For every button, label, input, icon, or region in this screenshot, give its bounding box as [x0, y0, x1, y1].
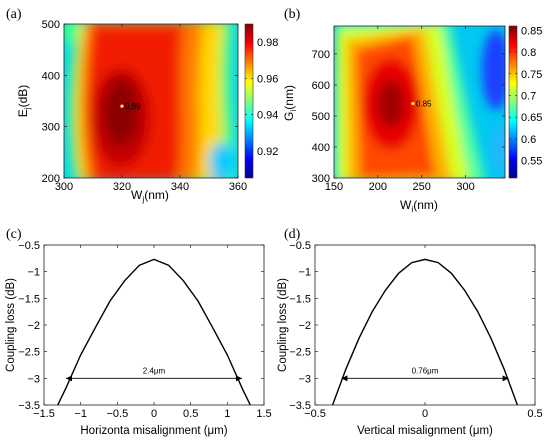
- width-annotation-c: [66, 375, 242, 382]
- colorbar-tick-label-a: 0.96: [257, 73, 278, 85]
- x-tick-label-c: 0: [151, 408, 157, 420]
- axes-b: 150 200 250 300 300 400 500 600 700: [312, 26, 505, 193]
- y-tick-label-a: 500: [42, 19, 60, 31]
- x-axis-label-a: Wj(nm): [131, 188, 169, 204]
- y-tick-label-c: −3.5: [18, 400, 40, 412]
- colorbar-tick-label-a: 0.98: [257, 37, 278, 49]
- peak-label-a: 0.99: [125, 102, 141, 111]
- colorbar-tick-label-b: 0.7: [521, 90, 536, 102]
- panel-a-label: (a): [6, 7, 22, 22]
- y-tick-label-c: −2: [27, 320, 40, 332]
- peak-dot-b: [411, 101, 415, 106]
- x-tick-label-b: 200: [369, 181, 387, 193]
- y-tick-label-c: −1: [27, 267, 40, 279]
- y-axis-label-d: Coupling loss (dB): [277, 278, 289, 372]
- x-tick-label-b: 300: [456, 181, 474, 193]
- y-tick-label-d: −2: [298, 320, 311, 332]
- y-axis-label-c: Coupling loss (dB): [5, 278, 17, 372]
- panel-c-label: (c): [6, 227, 22, 242]
- x-tick-label-b: 250: [413, 181, 431, 193]
- x-tick-label-c: 1.5: [256, 408, 271, 420]
- y-tick-label-b: 400: [312, 142, 330, 154]
- x-tick-label-a: 340: [171, 181, 189, 193]
- plot-frame-c: [43, 244, 265, 406]
- y-tick-label-a: 300: [42, 122, 60, 134]
- y-axis-label-a: Ej(dB): [16, 85, 32, 118]
- x-axis-label-c: Horizonta misalignment (μm): [80, 425, 227, 437]
- colorbar-tick-label-b: 0.65: [521, 112, 542, 124]
- heatmap-b: [334, 26, 505, 178]
- y-tick-label-a: 400: [42, 70, 60, 82]
- y-tick-label-c: −3: [27, 373, 40, 385]
- plot-frame-b: [333, 25, 506, 179]
- arrowhead-left-d: [341, 375, 348, 382]
- y-tick-label-d: −3: [298, 373, 311, 385]
- width-label-d: 0.76μm: [412, 366, 439, 375]
- panel-d: (d) −0.5 0 0.5 −0.5 −1 −1.5 −2 −2.5 −3 −3.5 0.76μ…: [277, 227, 543, 437]
- colorbar-ticks-b: 0.85 0.8 0.75 0.7 0.65 0.6 0.55: [509, 25, 542, 168]
- y-tick-label-b: 700: [312, 49, 330, 61]
- peak-dot-a: [120, 104, 124, 108]
- y-tick-label-d: −0.5: [289, 240, 311, 252]
- loss-curve-d: [331, 258, 519, 405]
- y-tick-label-d: −1: [298, 267, 311, 279]
- panel-d-label: (d): [284, 227, 301, 242]
- panel-b: (b) 150 200 250 300 300 400 500 600 700 0.85 Wi(…: [282, 7, 542, 214]
- colorbar-tick-label-a: 0.92: [257, 146, 278, 158]
- width-label-c: 2.4μm: [143, 366, 166, 375]
- colorbar-tick-label-b: 0.6: [521, 134, 536, 146]
- colorbar-tick-label-a: 0.94: [257, 110, 278, 122]
- y-tick-label-d: −3.5: [289, 400, 311, 412]
- x-tick-label-c: 1: [224, 408, 230, 420]
- plot-frame-a: [63, 23, 239, 179]
- x-tick-label-d: 0.5: [527, 408, 542, 420]
- x-tick-label-c: −1.5: [33, 408, 55, 420]
- x-tick-label-a: 320: [113, 181, 131, 193]
- loss-curve-c: [56, 258, 252, 405]
- x-tick-label-c: 0.5: [183, 408, 198, 420]
- heatmap-a: [64, 24, 238, 178]
- panel-c: (c) −1.5 −1 −0.5 0 0.5 1 1.5 −0.5 −1 −1.5 −2 −2.5 −3…: [5, 227, 272, 437]
- colorbar-tick-label-b: 0.75: [521, 69, 542, 81]
- x-tick-label-d: −0.5: [304, 408, 326, 420]
- y-tick-label-b: 600: [312, 80, 330, 92]
- axes-c: −1.5 −1 −0.5 0 0.5 1 1.5 −0.5 −1 −1.5 −2 −2.5 −3 −3.5: [18, 240, 271, 420]
- axes-d: −0.5 0 0.5 −0.5 −1 −1.5 −2 −2.5 −3 −3.5: [289, 240, 542, 420]
- peak-marker-b: 0.85: [411, 100, 432, 109]
- x-tick-label-d: 0: [422, 408, 428, 420]
- arrowhead-left-c: [66, 375, 72, 382]
- y-tick-label-a: 200: [42, 173, 60, 185]
- y-tick-label-c: −1.5: [18, 293, 40, 305]
- y-tick-label-c: −0.5: [18, 240, 40, 252]
- colorbar-tick-label-b: 0.85: [521, 25, 542, 37]
- y-tick-label-b: 500: [312, 111, 330, 123]
- peak-label-b: 0.85: [416, 100, 432, 109]
- y-tick-label-d: −1.5: [289, 293, 311, 305]
- width-annotation-d: [341, 375, 509, 382]
- x-tick-label-a: 300: [55, 181, 73, 193]
- y-tick-label-c: −2.5: [18, 347, 40, 359]
- panel-b-label: (b): [284, 7, 301, 22]
- colorbar-tick-label-b: 0.55: [521, 156, 542, 168]
- y-axis-label-b: Gi(nm): [282, 85, 298, 121]
- arrowhead-right-d: [502, 375, 509, 382]
- colorbar-ticks-a: 0.98 0.96 0.94 0.92: [245, 37, 278, 158]
- y-tick-label-d: −2.5: [289, 347, 311, 359]
- colorbar-b: [508, 25, 518, 179]
- colorbar-tick-label-b: 0.8: [521, 47, 536, 59]
- colorbar-a: [244, 23, 254, 179]
- arrowhead-right-c: [236, 375, 242, 382]
- y-tick-label-b: 300: [312, 173, 330, 185]
- x-axis-label-d: Vertical misalignment (μm): [357, 425, 493, 437]
- x-axis-label-b: Wi(nm): [400, 198, 438, 214]
- x-tick-label-b: 150: [325, 181, 343, 193]
- plot-frame-d: [314, 244, 536, 406]
- x-tick-label-a: 360: [229, 181, 247, 193]
- peak-marker-a: 0.99: [120, 102, 141, 111]
- x-tick-label-c: −1: [74, 408, 87, 420]
- x-tick-label-c: −0.5: [106, 408, 128, 420]
